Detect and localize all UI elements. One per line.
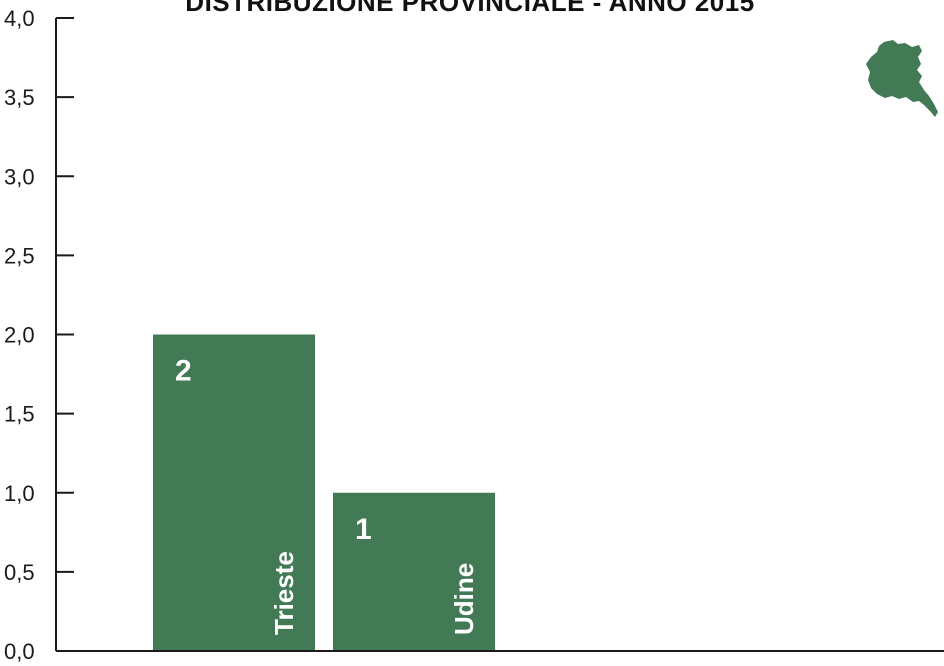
bar-udine [333,492,495,651]
bar-category-label: Trieste [269,551,299,635]
bar-value-label: 1 [355,513,372,546]
y-tick-label: 4,0 [4,6,35,31]
y-axis: 0,0 0,5 1,0 1,5 2,0 2,5 3,0 3,5 4,0 [4,6,74,664]
bars: 2 Trieste 1 Udine [153,334,495,651]
y-tick-label: 0,5 [4,560,35,585]
y-tick-label: 0,0 [4,639,35,664]
chart-title: DISTRIBUZIONE PROVINCIALE - ANNO 2015 [185,0,754,17]
y-tick-label: 2,0 [4,323,35,348]
y-tick-label: 2,5 [4,243,35,268]
bar-value-label: 2 [175,355,192,388]
y-tick-label: 1,5 [4,402,35,427]
bar-trieste [153,334,315,651]
bar-category-label: Udine [449,563,479,635]
y-tick-label: 3,0 [4,164,35,189]
y-tick-label: 3,5 [4,85,35,110]
region-map-icon [866,40,938,117]
y-tick-label: 1,0 [4,481,35,506]
